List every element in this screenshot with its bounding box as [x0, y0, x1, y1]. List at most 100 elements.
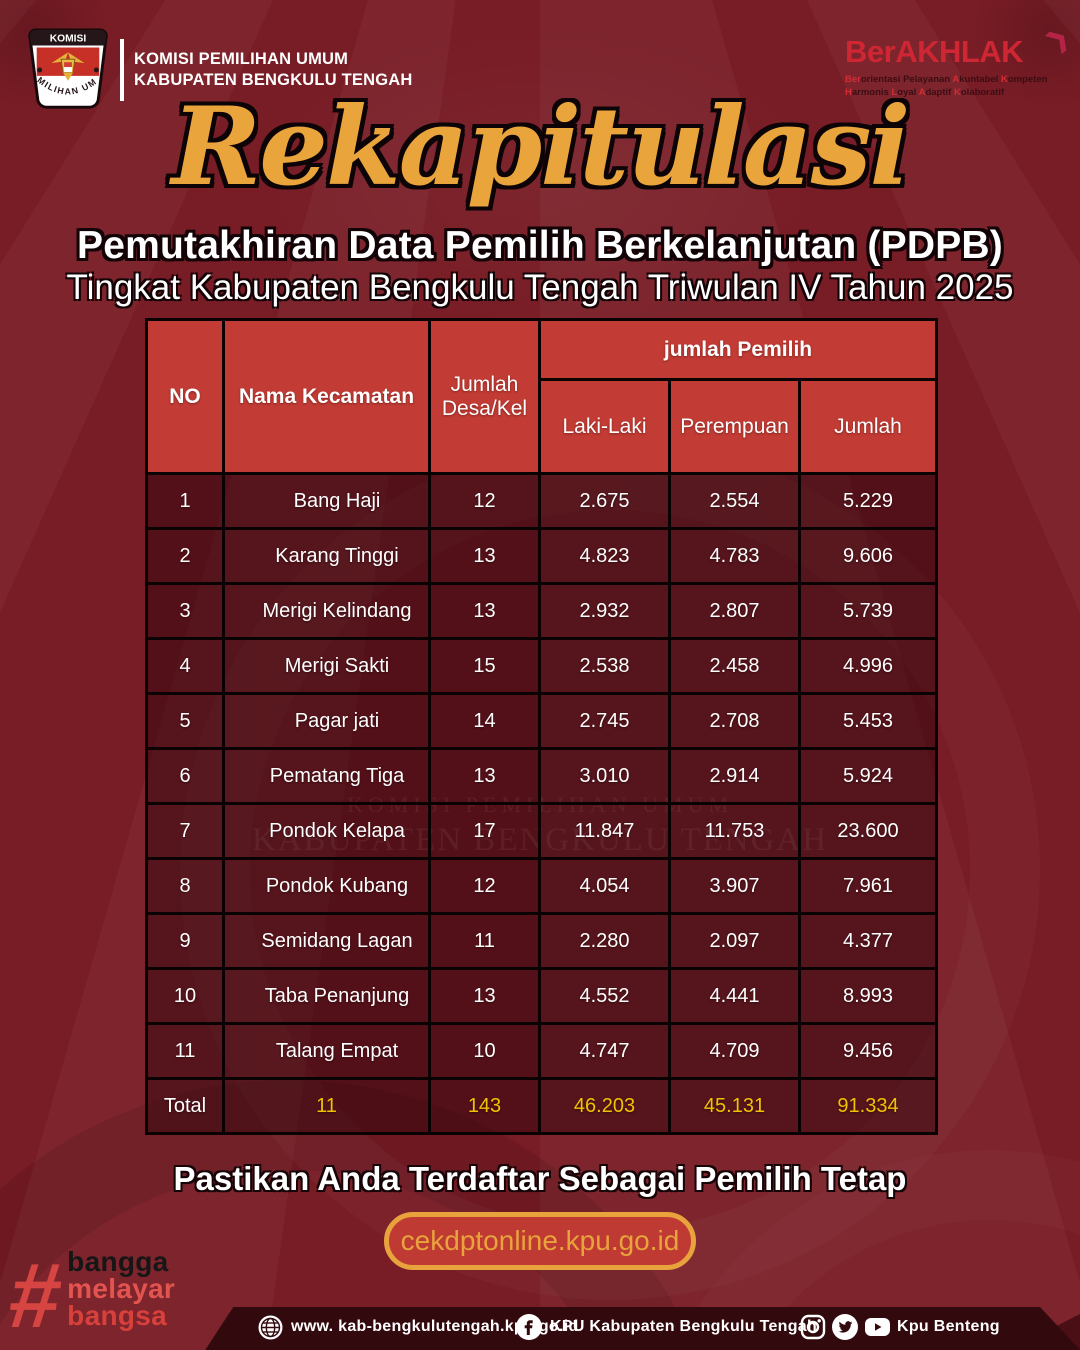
- garuda-icon: [51, 52, 85, 81]
- footer-facebook: KPU Kabupaten Bengkulu Tengah: [516, 1310, 817, 1344]
- cell-jumlah: 5.229: [797, 472, 939, 530]
- cell-no: 1: [145, 472, 225, 530]
- tagline-segment: K: [1000, 74, 1008, 85]
- cell-jumlah: 9.456: [797, 1022, 939, 1080]
- col-laki-laki: Laki-Laki: [538, 378, 671, 475]
- kpu-logo-top-text: KOMISI: [50, 34, 87, 45]
- cell-kecamatan: Talang Empat: [222, 1022, 431, 1080]
- cell-no: 6: [145, 747, 225, 805]
- page-title: Pemutakhiran Data Pemilih Berkelanjutan …: [77, 224, 1003, 267]
- cell-desa: 13: [428, 527, 541, 585]
- cell-kecamatan: Pematang Tiga: [222, 747, 431, 805]
- cell-kecamatan: Semidang Lagan: [222, 912, 431, 970]
- page-subtitle: Tingkat Kabupaten Bengkulu Tengah Triwul…: [66, 268, 1014, 307]
- footer-website: www. kab-bengkulutengah.kpu.go.id: [258, 1310, 579, 1344]
- cell-laki-laki: 2.280: [538, 912, 671, 970]
- cek-dpt-online-button[interactable]: cekdptonline.kpu.go.id: [384, 1212, 696, 1270]
- cell-jumlah: 7.961: [797, 857, 939, 915]
- cell-laki-laki: 2.745: [538, 692, 671, 750]
- total-kecamatan: 11: [222, 1077, 431, 1135]
- tagline-segment: Ber: [845, 74, 861, 85]
- org-name: KOMISI PEMILIHAN UMUM KABUPATEN BENGKULU…: [134, 49, 412, 91]
- brand-separator: [120, 39, 124, 101]
- table-row: 4 Merigi Sakti 15 2.538 2.458 4.996: [145, 637, 939, 695]
- cell-kecamatan: Pondok Kubang: [222, 857, 431, 915]
- table-row: 3 Merigi Kelindang 13 2.932 2.807 5.739: [145, 582, 939, 640]
- cell-desa: 13: [428, 967, 541, 1025]
- footer-website-text: www. kab-bengkulutengah.kpu.go.id: [291, 1318, 579, 1335]
- tagline-segment: kuntabel: [959, 74, 1001, 85]
- cell-perempuan: 4.783: [668, 527, 801, 585]
- cell-jumlah: 23.600: [797, 802, 939, 860]
- tagline-segment: olaboratif: [960, 87, 1005, 98]
- cell-jumlah: 5.739: [797, 582, 939, 640]
- cell-desa: 15: [428, 637, 541, 695]
- berakhlak-wordmark: BerAKHLAK: [845, 34, 1024, 69]
- total-laki-laki: 46.203: [538, 1077, 671, 1135]
- tagline-segment: K: [953, 87, 961, 98]
- cell-no: 4: [145, 637, 225, 695]
- hashtag-word2: melayar: [67, 1273, 176, 1304]
- kpu-brand-block: KOMISI PEMILIHAN UMUM KOMISI PEMILIHAN U…: [24, 26, 412, 114]
- cell-no: 9: [145, 912, 225, 970]
- table-row: 10 Taba Penanjung 13 4.552 4.441 8.993: [145, 967, 939, 1025]
- cell-laki-laki: 2.932: [538, 582, 671, 640]
- cell-laki-laki: 3.010: [538, 747, 671, 805]
- cell-perempuan: 2.097: [668, 912, 801, 970]
- cell-perempuan: 2.807: [668, 582, 801, 640]
- cell-kecamatan: Merigi Kelindang: [222, 582, 431, 640]
- cell-perempuan: 11.753: [668, 802, 801, 860]
- cell-no: 3: [145, 582, 225, 640]
- tagline-segment: armonis: [851, 87, 892, 98]
- hashtag-word1: bangga: [67, 1246, 169, 1277]
- cta-text: Pastikan Anda Terdaftar Sebagai Pemilih …: [173, 1160, 907, 1197]
- cell-desa: 14: [428, 692, 541, 750]
- table-row: 1 Bang Haji 12 2.675 2.554 5.229: [145, 472, 939, 530]
- twitter-icon: [832, 1314, 858, 1340]
- total-perempuan: 45.131: [668, 1077, 801, 1135]
- berakhlak-title: BerAKHLAK ❯: [845, 23, 1074, 69]
- footer-social: Kpu Benteng: [800, 1310, 1000, 1344]
- cell-kecamatan: Pagar jati: [222, 692, 431, 750]
- cell-laki-laki: 4.552: [538, 967, 671, 1025]
- table-row: 7 Pondok Kelapa 17 11.847 11.753 23.600: [145, 802, 939, 860]
- tagline-segment: A: [918, 87, 926, 98]
- berakhlak-tagline-line2: Harmonis Loyal Adaptif Kolaboratif: [845, 86, 1060, 99]
- cell-no: 10: [145, 967, 225, 1025]
- cell-desa: 11: [428, 912, 541, 970]
- cell-kecamatan: Merigi Sakti: [222, 637, 431, 695]
- cell-jumlah: 5.453: [797, 692, 939, 750]
- cell-desa: 13: [428, 582, 541, 640]
- tagline-segment: H: [845, 87, 852, 98]
- cell-laki-laki: 4.823: [538, 527, 671, 585]
- tagline-segment: L: [891, 87, 898, 98]
- cell-desa: 17: [428, 802, 541, 860]
- col-desa: Jumlah Desa/Kel: [428, 318, 541, 475]
- cell-no: 8: [145, 857, 225, 915]
- facebook-icon: [516, 1314, 542, 1340]
- cell-no: 2: [145, 527, 225, 585]
- total-jumlah: 91.334: [797, 1077, 939, 1135]
- table-row: 9 Semidang Lagan 11 2.280 2.097 4.377: [145, 912, 939, 970]
- tagline-segment: A: [952, 74, 960, 85]
- cell-jumlah: 9.606: [797, 527, 939, 585]
- instagram-icon: [800, 1314, 826, 1340]
- cell-laki-laki: 2.675: [538, 472, 671, 530]
- cell-no: 7: [145, 802, 225, 860]
- table-row: 5 Pagar jati 14 2.745 2.708 5.453: [145, 692, 939, 750]
- total-desa: 143: [428, 1077, 541, 1135]
- cell-perempuan: 3.907: [668, 857, 801, 915]
- footer-bar: [205, 1307, 1080, 1350]
- hashtag-word3: bangsa: [67, 1300, 167, 1331]
- cell-desa: 12: [428, 857, 541, 915]
- kpu-logo: KOMISI PEMILIHAN UMUM: [24, 26, 108, 109]
- cell-laki-laki: 4.747: [538, 1022, 671, 1080]
- footer-facebook-text: KPU Kabupaten Bengkulu Tengah: [550, 1318, 818, 1335]
- cell-kecamatan: Karang Tinggi: [222, 527, 431, 585]
- tagline-segment: oyal: [897, 87, 919, 98]
- cell-desa: 10: [428, 1022, 541, 1080]
- cell-jumlah: 4.377: [797, 912, 939, 970]
- total-label: Total: [145, 1077, 225, 1135]
- berakhlak-tagline-line1: Berorientasi Pelayanan Akuntabel Kompete…: [845, 73, 1060, 86]
- org-line1: KOMISI PEMILIHAN UMUM: [134, 50, 349, 68]
